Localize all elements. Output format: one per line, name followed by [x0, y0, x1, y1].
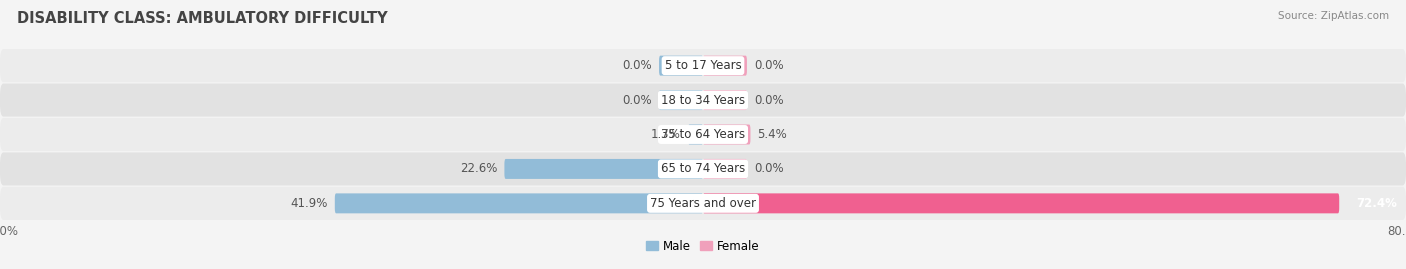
Text: 35 to 64 Years: 35 to 64 Years [661, 128, 745, 141]
FancyBboxPatch shape [0, 118, 1406, 151]
Text: 0.0%: 0.0% [623, 94, 652, 107]
Text: 18 to 34 Years: 18 to 34 Years [661, 94, 745, 107]
Text: 0.0%: 0.0% [754, 94, 783, 107]
FancyBboxPatch shape [703, 193, 1340, 213]
FancyBboxPatch shape [688, 125, 703, 144]
Text: 75 Years and over: 75 Years and over [650, 197, 756, 210]
Text: 0.0%: 0.0% [754, 162, 783, 175]
FancyBboxPatch shape [703, 159, 747, 179]
Text: 5 to 17 Years: 5 to 17 Years [665, 59, 741, 72]
Text: 5.4%: 5.4% [758, 128, 787, 141]
Text: 41.9%: 41.9% [291, 197, 328, 210]
Legend: Male, Female: Male, Female [647, 240, 759, 253]
Text: 65 to 74 Years: 65 to 74 Years [661, 162, 745, 175]
FancyBboxPatch shape [703, 90, 747, 110]
FancyBboxPatch shape [0, 49, 1406, 82]
FancyBboxPatch shape [0, 84, 1406, 116]
Text: 0.0%: 0.0% [754, 59, 783, 72]
FancyBboxPatch shape [505, 159, 703, 179]
FancyBboxPatch shape [703, 125, 751, 144]
Text: Source: ZipAtlas.com: Source: ZipAtlas.com [1278, 11, 1389, 21]
Text: 1.7%: 1.7% [651, 128, 681, 141]
FancyBboxPatch shape [659, 56, 703, 76]
FancyBboxPatch shape [703, 56, 747, 76]
Text: 0.0%: 0.0% [623, 59, 652, 72]
FancyBboxPatch shape [0, 153, 1406, 185]
FancyBboxPatch shape [659, 90, 703, 110]
Text: 72.4%: 72.4% [1357, 197, 1398, 210]
FancyBboxPatch shape [0, 187, 1406, 220]
Text: DISABILITY CLASS: AMBULATORY DIFFICULTY: DISABILITY CLASS: AMBULATORY DIFFICULTY [17, 11, 388, 26]
Text: 22.6%: 22.6% [460, 162, 498, 175]
FancyBboxPatch shape [335, 193, 703, 213]
